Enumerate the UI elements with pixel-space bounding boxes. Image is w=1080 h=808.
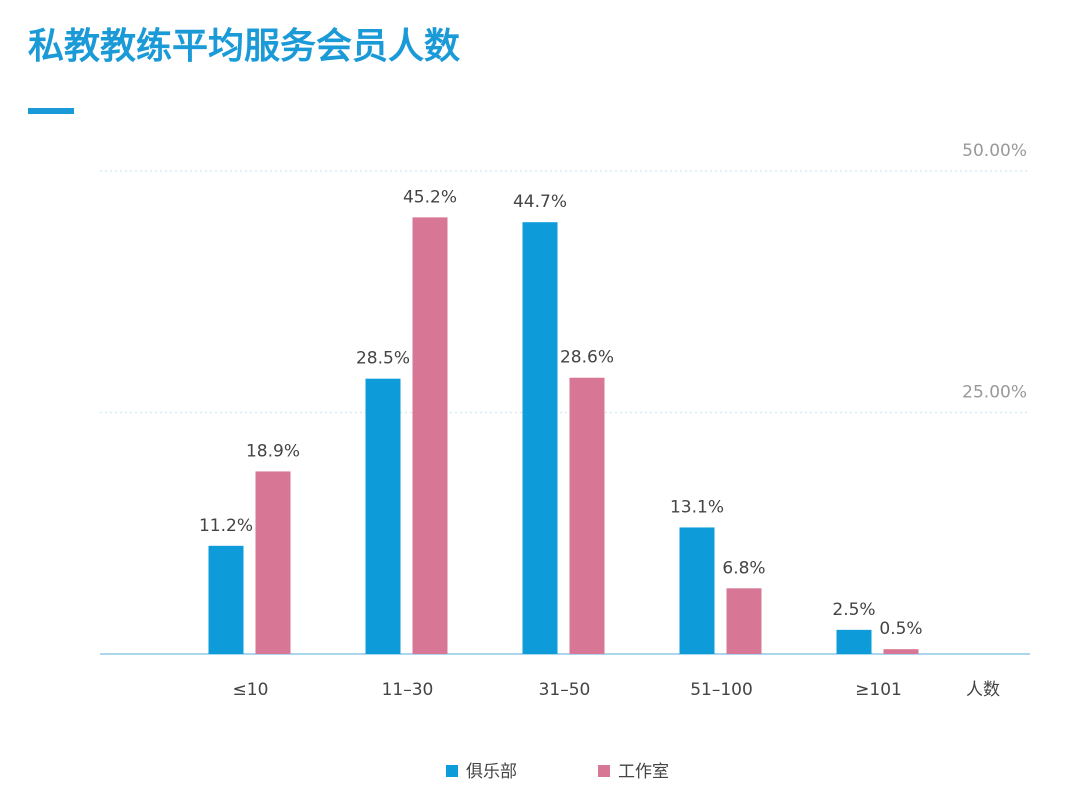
value-label: 0.5% (879, 619, 922, 639)
bar (883, 649, 919, 654)
value-label: 44.7% (513, 192, 567, 212)
chart-title: 私教教练平均服务会员人数 (28, 26, 460, 67)
x-tick-label: ≥101 (855, 680, 902, 700)
bar (208, 545, 244, 654)
legend-swatch (446, 765, 458, 777)
value-label: 28.6% (560, 348, 614, 368)
value-label: 18.9% (246, 441, 300, 461)
x-tick-label: 31–50 (539, 680, 591, 700)
bar (836, 629, 872, 654)
value-label: 2.5% (832, 600, 875, 620)
bar (569, 377, 605, 654)
x-tick-label: 51–100 (690, 680, 753, 700)
value-label: 45.2% (403, 187, 457, 207)
bar (726, 588, 762, 654)
legend-swatch (598, 765, 610, 777)
x-tick-label: ≤10 (233, 680, 269, 700)
value-label: 13.1% (670, 497, 724, 517)
value-label: 6.8% (722, 558, 765, 578)
y-tick-label: 25.00% (962, 383, 1027, 403)
value-label: 28.5% (356, 349, 410, 369)
legend-label: 俱乐部 (466, 762, 517, 782)
bar (679, 527, 715, 654)
bar (412, 217, 448, 655)
y-tick-label: 50.00% (962, 141, 1027, 161)
value-label: 11.2% (199, 516, 253, 536)
x-axis-label: 人数 (966, 680, 1000, 700)
title-underline (28, 108, 74, 114)
legend-label: 工作室 (618, 762, 669, 782)
bar (522, 222, 558, 654)
bar (365, 378, 401, 654)
bar (255, 471, 291, 654)
x-tick-label: 11–30 (382, 680, 434, 700)
